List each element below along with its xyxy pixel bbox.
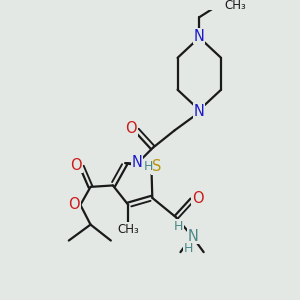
Text: CH₃: CH₃: [224, 0, 246, 12]
Text: H: H: [143, 160, 153, 173]
Text: CH₃: CH₃: [117, 223, 139, 236]
Text: N: N: [194, 104, 205, 119]
Text: O: O: [70, 158, 82, 172]
Text: S: S: [152, 159, 161, 174]
Text: N: N: [188, 229, 199, 244]
Text: N: N: [131, 155, 142, 170]
Text: H: H: [173, 220, 183, 232]
Text: O: O: [192, 191, 204, 206]
Text: O: O: [68, 197, 80, 212]
Text: O: O: [125, 122, 137, 136]
Text: H: H: [184, 242, 193, 255]
Text: N: N: [194, 28, 205, 44]
